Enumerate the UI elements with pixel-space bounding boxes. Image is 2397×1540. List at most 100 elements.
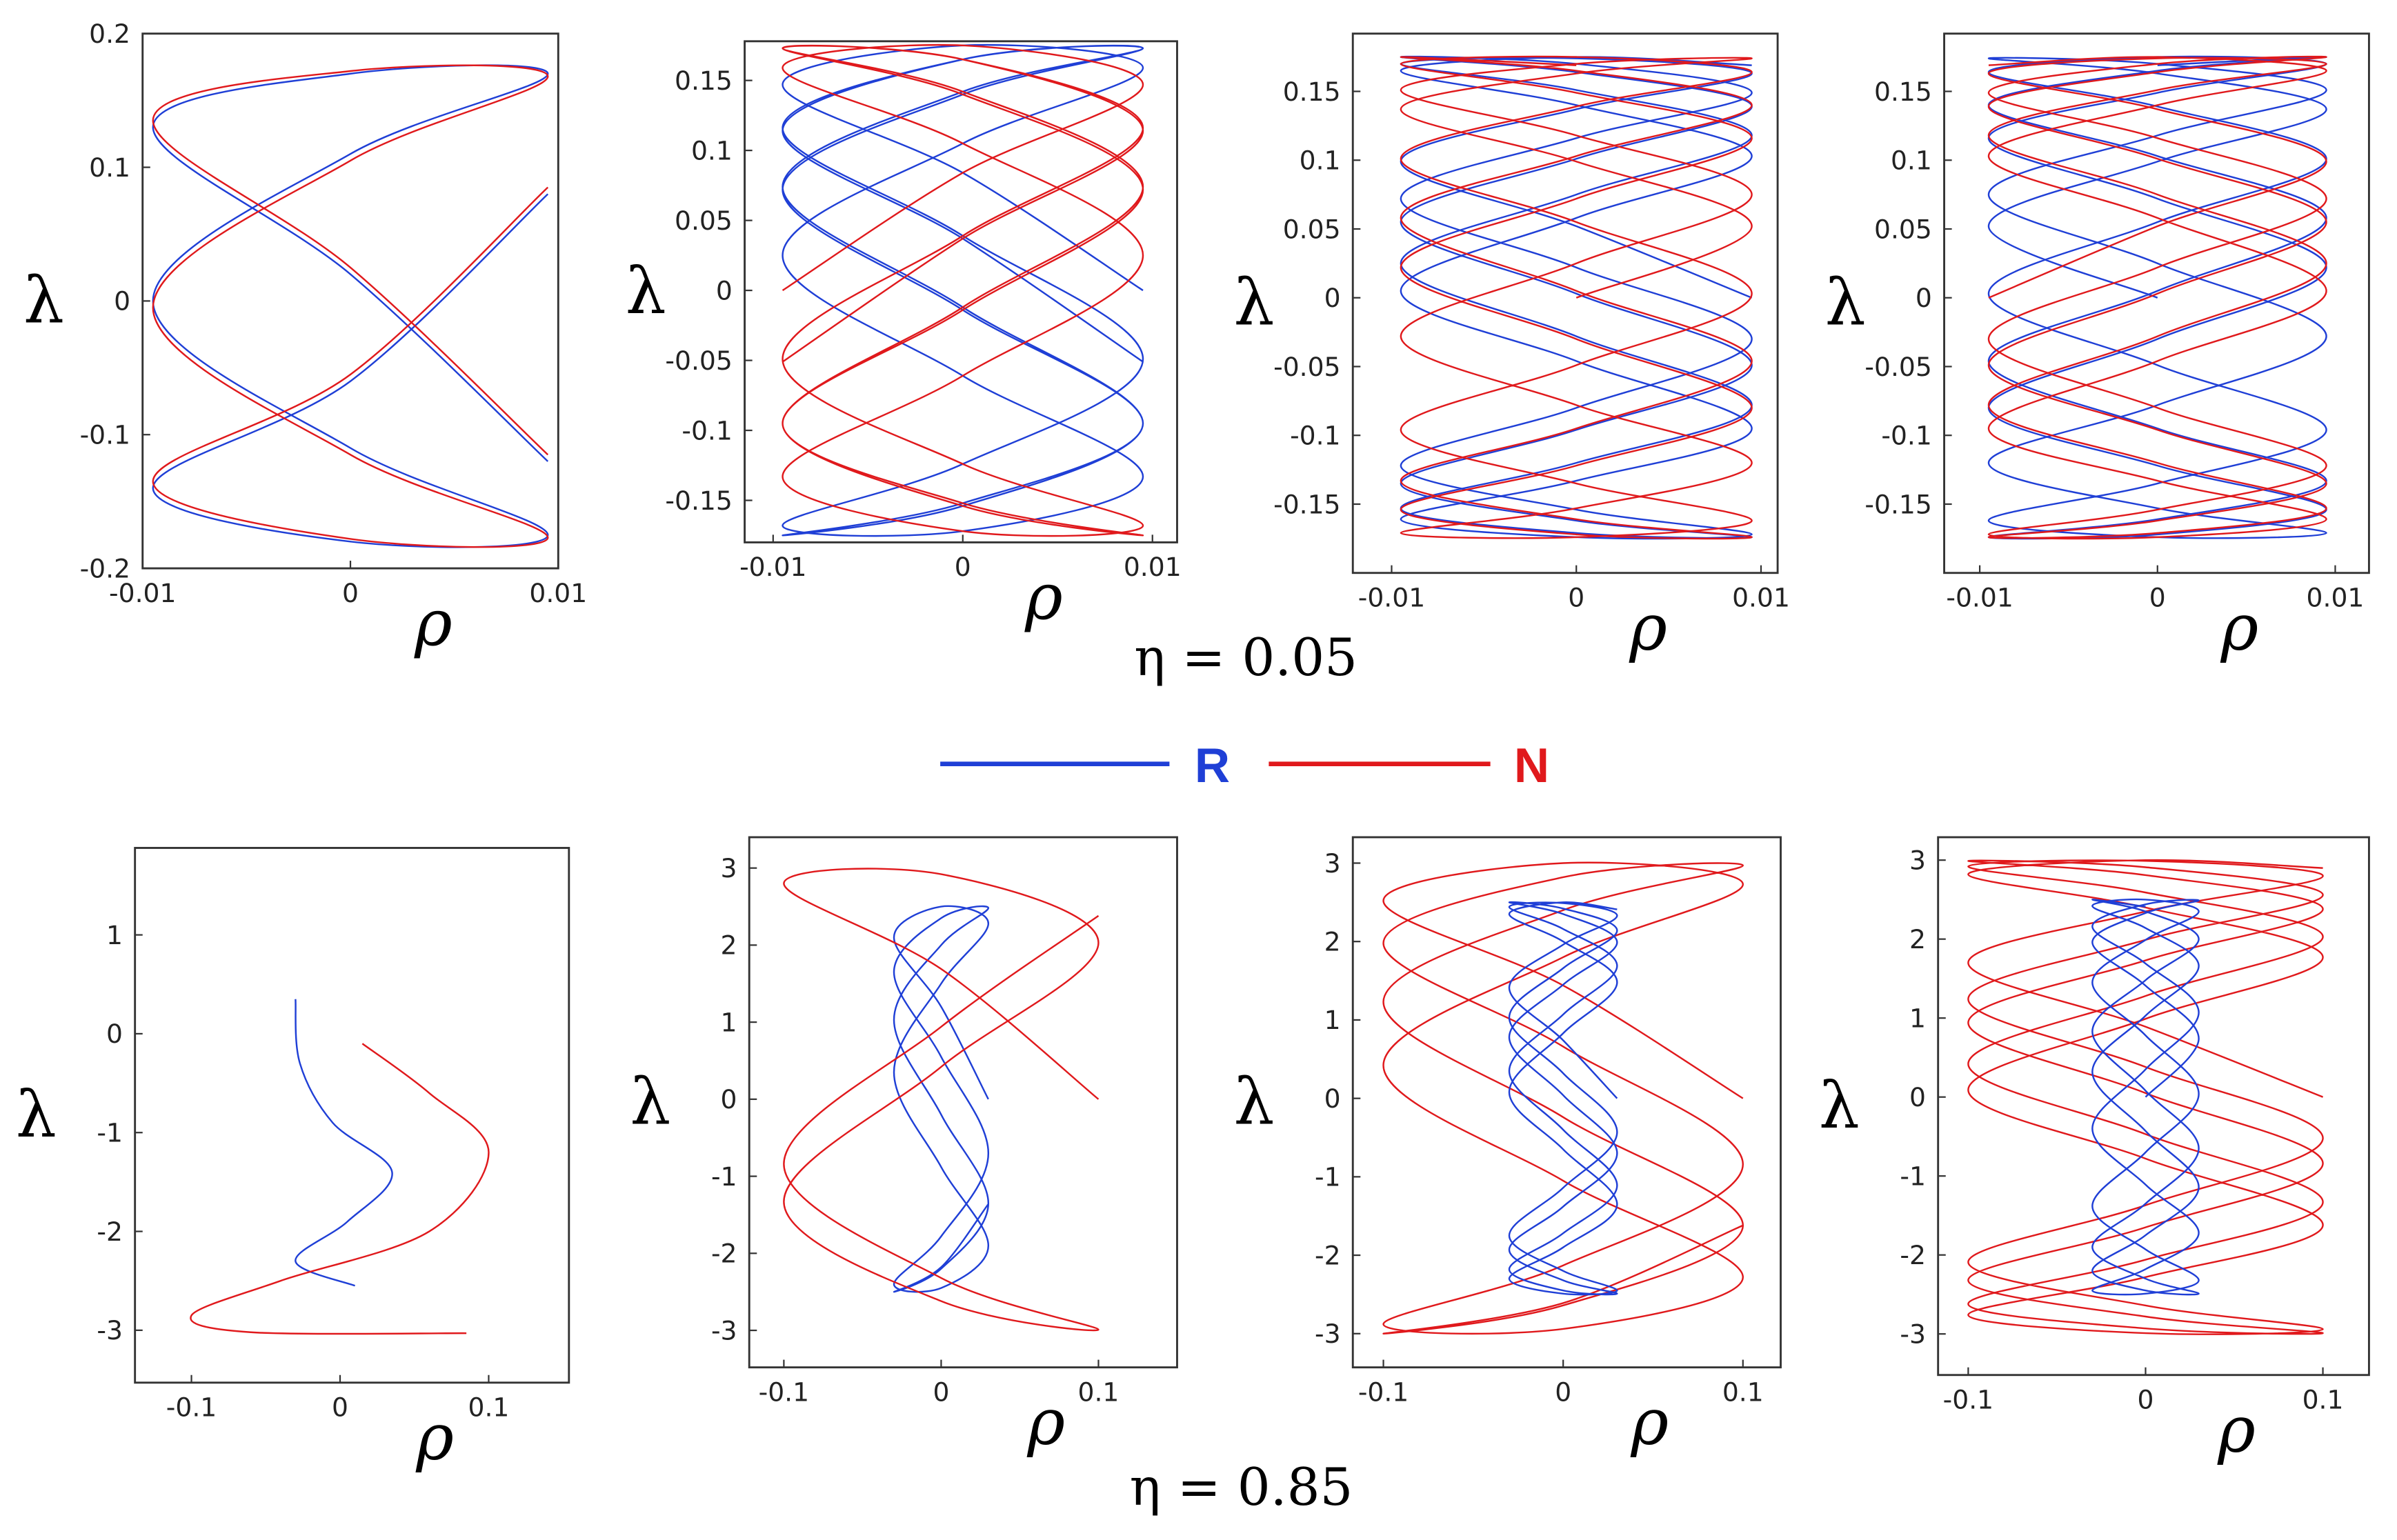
y-tick-label: 1 <box>1909 1003 1926 1033</box>
trajectory <box>1508 901 1618 1296</box>
y-tick-label: 0.2 <box>89 19 130 49</box>
y-tick-label: -0.15 <box>1864 489 1931 519</box>
caption: η = 0.05 <box>1134 627 1357 688</box>
y-tick-label: -0.1 <box>1290 421 1340 451</box>
trajectory <box>1987 55 2327 540</box>
x-tick-label: 0 <box>955 552 971 582</box>
y-tick-label: 0 <box>1916 283 1932 313</box>
y-axis-label: λ <box>1233 1064 1274 1139</box>
x-tick-label: 0.01 <box>2307 582 2365 612</box>
plot-frame <box>1937 836 2370 1377</box>
x-tick-label: -0.01 <box>739 552 806 582</box>
trajectory <box>1987 55 2327 540</box>
y-tick-label: 0.1 <box>691 135 733 166</box>
x-axis-label: ρ <box>1629 590 1667 664</box>
x-tick-label: 0.1 <box>468 1392 510 1423</box>
trajectory <box>782 43 1144 537</box>
x-tick-label: 0 <box>1555 1377 1571 1407</box>
y-tick-label: 0 <box>1324 283 1341 313</box>
x-tick-label: 0.1 <box>1078 1377 1120 1407</box>
y-tick-label: 2 <box>1909 924 1926 954</box>
y-tick-label: 0 <box>1909 1082 1926 1112</box>
y-tick-label: -1 <box>1900 1161 1926 1191</box>
panel: -0.1 0 0.1 -3 -2 -1 0 1 2 3 ρ λ <box>1233 836 1782 1459</box>
x-tick-label: 0 <box>2149 582 2166 612</box>
panel: -0.1 0 0.1 -3 -2 -1 0 1 2 3 ρ λ <box>630 836 1178 1459</box>
panel: -0.01 0 0.01 -0.15 -0.1 -0.05 0 0.05 0.1 0.15 ρ λ <box>626 40 1182 634</box>
y-axis-label: λ <box>1825 266 1866 340</box>
x-axis-label: ρ <box>415 1400 454 1474</box>
x-axis-label: ρ <box>414 586 452 660</box>
x-tick-label: 0 <box>933 1377 949 1407</box>
y-tick-label: 2 <box>1324 927 1341 957</box>
y-tick-label: -3 <box>1315 1319 1341 1349</box>
plot-frame <box>1351 32 1779 574</box>
y-tick-label: 0.15 <box>1874 77 1932 107</box>
x-axis-label: ρ <box>1026 1384 1065 1459</box>
y-axis-label: λ <box>1819 1068 1860 1143</box>
x-tick-label: -0.1 <box>1358 1377 1409 1407</box>
x-tick-label: -0.1 <box>166 1392 217 1423</box>
x-axis-label: ρ <box>1024 559 1063 634</box>
y-tick-label: 1 <box>106 920 123 950</box>
x-axis-label: ρ <box>2220 590 2259 664</box>
plot-frame <box>134 847 570 1384</box>
y-tick-label: 0.1 <box>1891 146 1932 176</box>
y-tick-label: -2 <box>1315 1240 1341 1270</box>
y-tick-label: -0.1 <box>1881 421 1931 451</box>
y-tick-label: -0.05 <box>1864 352 1931 382</box>
y-axis-label: λ <box>630 1064 670 1139</box>
trajectory <box>2091 898 2200 1296</box>
x-tick-label: -0.01 <box>109 578 176 608</box>
y-tick-label: -0.1 <box>682 415 732 446</box>
x-tick-label: 0.1 <box>2302 1384 2344 1414</box>
y-tick-label: 0 <box>721 1084 737 1114</box>
y-tick-label: -3 <box>711 1315 737 1346</box>
trajectory <box>783 868 1100 1332</box>
x-tick-label: 0 <box>2138 1384 2154 1414</box>
x-tick-label: 0.01 <box>1732 582 1790 612</box>
y-tick-label: -0.05 <box>665 346 732 376</box>
legend-label: N <box>1514 739 1549 793</box>
y-tick-label: -3 <box>1900 1319 1926 1349</box>
panel: -0.01 0 0.01 -0.15 -0.1 -0.05 0 0.05 0.1 0.15 ρ λ <box>1825 32 2370 664</box>
y-tick-label: 0 <box>1324 1083 1341 1114</box>
x-tick-label: -0.1 <box>1943 1384 1993 1414</box>
trajectory <box>295 999 393 1287</box>
legend-label: R <box>1195 739 1230 793</box>
y-tick-label: 0 <box>114 286 130 317</box>
y-tick-label: 1 <box>1324 1005 1341 1035</box>
y-tick-label: 3 <box>1909 845 1926 875</box>
y-tick-label: 0 <box>106 1019 123 1049</box>
x-tick-label: 0 <box>1568 582 1584 612</box>
x-tick-label: 0.01 <box>529 578 587 608</box>
y-axis-label: λ <box>626 254 666 328</box>
trajectory <box>152 64 549 548</box>
y-tick-label: -2 <box>97 1217 123 1247</box>
y-tick-label: 0.15 <box>675 66 733 96</box>
x-tick-label: 0.1 <box>1722 1377 1764 1407</box>
y-tick-label: 2 <box>721 930 737 961</box>
y-tick-label: 0.05 <box>1874 214 1932 244</box>
trajectory <box>893 905 990 1293</box>
x-axis-label: ρ <box>1630 1384 1669 1459</box>
y-tick-label: 0.05 <box>675 206 733 236</box>
y-tick-label: -2 <box>1900 1240 1926 1270</box>
y-tick-label: 0.05 <box>1283 214 1341 244</box>
y-axis-label: λ <box>1233 266 1274 340</box>
y-tick-label: 3 <box>1324 848 1341 879</box>
x-tick-label: -0.01 <box>1358 582 1425 612</box>
trajectory <box>1382 861 1744 1335</box>
y-tick-label: -0.1 <box>80 420 130 450</box>
y-tick-label: 0.1 <box>1300 146 1341 176</box>
trajectory <box>782 43 1144 537</box>
y-tick-label: 0 <box>716 275 733 306</box>
caption: η = 0.85 <box>1130 1457 1353 1517</box>
y-tick-label: -1 <box>1315 1162 1341 1192</box>
x-tick-label: 0 <box>342 578 359 608</box>
y-axis-label: λ <box>16 1077 57 1152</box>
y-tick-label: 3 <box>721 853 737 883</box>
y-tick-label: 0.1 <box>89 152 130 183</box>
x-tick-label: -0.1 <box>759 1377 809 1407</box>
